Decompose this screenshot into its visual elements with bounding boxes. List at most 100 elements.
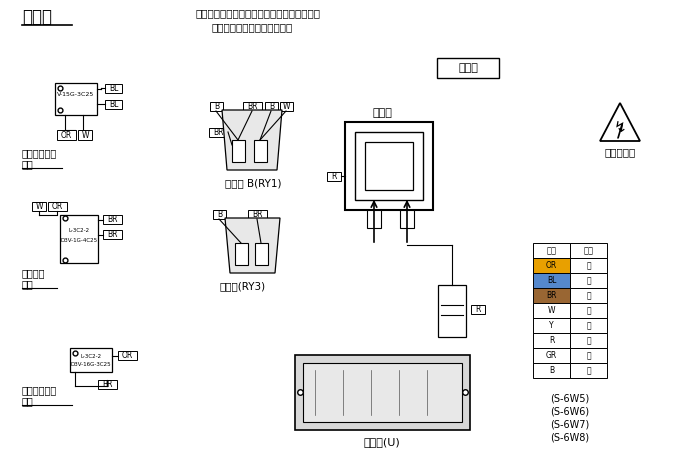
Bar — [118, 351, 137, 360]
Bar — [48, 202, 67, 211]
Polygon shape — [600, 103, 640, 141]
Text: OR: OR — [61, 130, 72, 140]
Bar — [103, 230, 122, 239]
Bar — [533, 258, 570, 273]
Text: 黑: 黑 — [586, 366, 591, 375]
Bar — [533, 288, 570, 303]
Bar — [533, 303, 570, 318]
Bar — [533, 363, 570, 378]
Bar — [438, 285, 466, 337]
Text: BR: BR — [107, 215, 118, 224]
Bar — [570, 303, 607, 318]
Bar — [255, 243, 268, 265]
Text: V-15G-3C25: V-15G-3C25 — [57, 91, 95, 96]
Text: 橙: 橙 — [586, 261, 591, 270]
Text: W: W — [548, 306, 556, 315]
Bar — [471, 305, 485, 314]
Text: B: B — [549, 366, 554, 375]
Text: 黃: 黃 — [586, 321, 591, 330]
Text: L-3C2-2: L-3C2-2 — [68, 227, 89, 232]
Text: D3V-1G-4C25: D3V-1G-4C25 — [61, 237, 98, 242]
Bar — [60, 215, 98, 263]
Text: OR: OR — [546, 261, 557, 270]
Bar — [533, 348, 570, 363]
Bar — [32, 202, 46, 211]
Bar — [98, 380, 117, 389]
Bar — [570, 318, 607, 333]
Text: 中部: 中部 — [22, 279, 33, 289]
Text: BR: BR — [107, 230, 118, 239]
Polygon shape — [225, 218, 280, 273]
Bar — [570, 243, 607, 258]
Text: W: W — [82, 130, 89, 140]
Bar — [243, 102, 262, 111]
Text: 頂部: 頂部 — [22, 159, 33, 169]
Bar — [105, 84, 122, 93]
Bar — [355, 132, 423, 200]
Bar — [70, 348, 112, 372]
Bar — [280, 102, 293, 111]
Bar — [570, 333, 607, 348]
Bar — [105, 100, 122, 109]
Text: BR: BR — [546, 291, 557, 300]
Text: Y: Y — [549, 321, 554, 330]
Text: ↯: ↯ — [613, 119, 627, 135]
Bar — [533, 243, 570, 258]
Text: D3V-16G-3C25: D3V-16G-3C25 — [70, 361, 112, 366]
Text: 符號: 符號 — [546, 246, 556, 255]
Text: 新高止: 新高止 — [458, 63, 478, 73]
Text: 棕: 棕 — [586, 291, 591, 300]
Bar — [327, 172, 341, 181]
Text: R: R — [331, 172, 337, 181]
Polygon shape — [222, 110, 282, 170]
Text: GR: GR — [546, 351, 557, 360]
Text: 初級碰鎖開關: 初級碰鎖開關 — [22, 148, 57, 158]
Bar — [213, 210, 226, 219]
Text: 接線圖: 接線圖 — [22, 8, 52, 26]
Text: 次級碰鎖開關: 次級碰鎖開關 — [22, 385, 57, 395]
Text: R: R — [475, 305, 481, 314]
Bar — [533, 333, 570, 348]
Bar — [210, 102, 223, 111]
Bar — [533, 318, 570, 333]
Text: 繼電器 B(RY1): 繼電器 B(RY1) — [225, 178, 282, 188]
Bar — [367, 210, 381, 228]
Bar — [55, 83, 97, 115]
Text: B: B — [214, 102, 219, 111]
Text: BL: BL — [109, 84, 118, 93]
Text: OR: OR — [52, 202, 63, 211]
Text: B: B — [217, 210, 222, 219]
Text: (S-6W7): (S-6W7) — [551, 419, 590, 429]
Text: /: / — [617, 122, 623, 140]
Text: 注：置換元件時，請按圖所示檢查導線顏色。: 注：置換元件時，請按圖所示檢查導線顏色。 — [195, 8, 320, 18]
Bar — [254, 140, 267, 162]
Bar — [295, 355, 470, 430]
Text: 藍: 藍 — [586, 276, 591, 285]
Text: BR: BR — [102, 380, 113, 389]
Bar — [235, 243, 248, 265]
Text: 白: 白 — [586, 306, 591, 315]
Bar — [209, 128, 228, 137]
Bar — [78, 130, 92, 140]
Text: B: B — [269, 102, 274, 111]
Text: 磁控管: 磁控管 — [372, 108, 392, 118]
Text: 括號內所指為接插件的顏色。: 括號內所指為接插件的顏色。 — [211, 22, 292, 32]
Text: BR: BR — [252, 210, 263, 219]
Bar — [103, 215, 122, 224]
Bar — [345, 122, 433, 210]
Bar — [265, 102, 278, 111]
Bar — [570, 348, 607, 363]
Text: (S-6W8): (S-6W8) — [551, 432, 590, 442]
Bar — [232, 140, 245, 162]
Text: 紅: 紅 — [586, 336, 591, 345]
Bar — [570, 258, 607, 273]
Bar — [533, 273, 570, 288]
Text: BR: BR — [213, 128, 224, 137]
Text: 注意：高壓: 注意：高壓 — [604, 147, 636, 157]
Bar — [365, 142, 413, 190]
Bar — [570, 273, 607, 288]
Text: L-3C2-2: L-3C2-2 — [80, 354, 102, 359]
Text: 短路開關: 短路開關 — [22, 268, 45, 278]
Text: OR: OR — [122, 351, 133, 360]
Text: 灰: 灰 — [586, 351, 591, 360]
